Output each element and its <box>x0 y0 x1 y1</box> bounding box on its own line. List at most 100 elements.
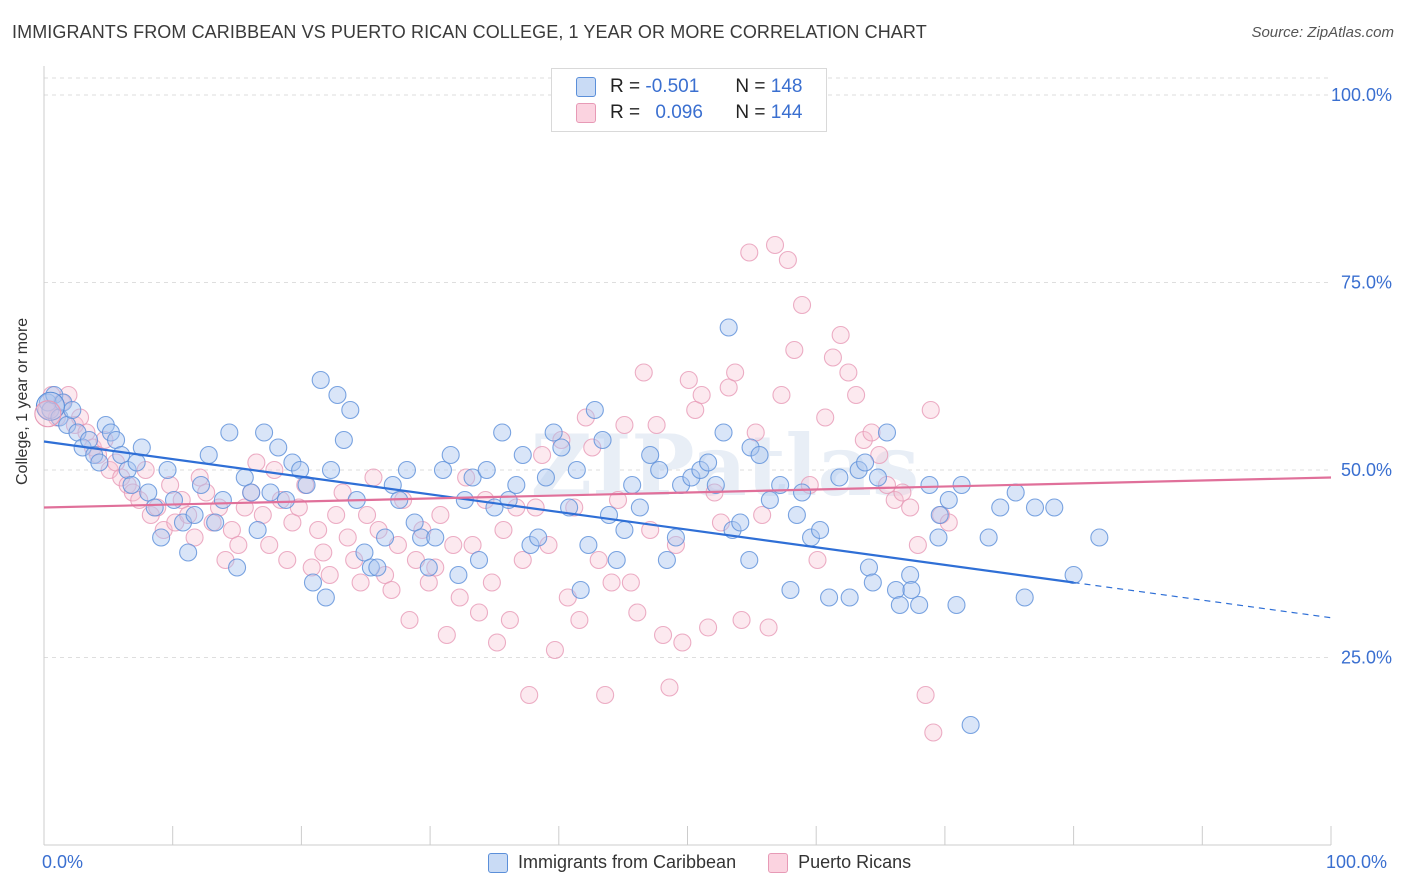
legend-r-label: R = <box>610 76 641 97</box>
caribbean-point <box>291 460 310 480</box>
caribbean-point <box>991 498 1010 517</box>
caribbean-point <box>529 528 548 547</box>
caribbean-point <box>792 483 812 502</box>
puerto-rican-point <box>463 535 482 555</box>
caribbean-point <box>890 595 909 615</box>
puerto-rican-point <box>351 573 370 592</box>
legend-n-label: N = <box>735 102 766 123</box>
puerto-rican-point <box>901 498 920 517</box>
x-tick-label-max: 100.0% <box>1326 852 1388 872</box>
puerto-rican-point <box>908 535 927 555</box>
caribbean-point <box>979 528 998 547</box>
puerto-rican-point <box>302 558 321 577</box>
caribbean-point <box>213 490 232 510</box>
caribbean-point <box>657 550 676 570</box>
legend-row-puerto-rican: R = 0.096 N = 144 <box>576 101 802 125</box>
puerto-rican-point <box>699 618 718 637</box>
puerto-rican-point <box>621 573 640 592</box>
watermark: ZIPatlas <box>531 416 919 515</box>
puerto-rican-point <box>939 513 958 532</box>
caribbean-point <box>127 453 146 472</box>
puerto-rican-point <box>271 490 290 510</box>
caribbean-point <box>321 460 341 480</box>
x-tick-label-min: 0.0% <box>42 852 84 872</box>
caribbean-trend-extension <box>1073 581 1332 619</box>
caribbean-point <box>585 400 604 420</box>
puerto-rican-point <box>765 235 785 255</box>
puerto-rican-point <box>778 250 797 270</box>
caribbean-point <box>1045 498 1064 517</box>
caribbean-point <box>859 558 879 577</box>
puerto-rican-point <box>309 520 328 540</box>
caribbean-point <box>521 535 540 555</box>
puerto-rican-point <box>862 423 881 442</box>
caribbean-point <box>419 558 438 577</box>
caribbean-point <box>112 445 131 465</box>
caribbean-point <box>849 460 868 480</box>
puerto-rican-point <box>265 460 284 480</box>
caribbean-point <box>152 528 171 547</box>
legend-swatch-puerto-rican <box>576 103 596 123</box>
caribbean-point <box>206 513 225 532</box>
caribbean-point <box>929 528 948 547</box>
caribbean-point <box>787 505 806 525</box>
caribbean-point <box>507 475 526 495</box>
caribbean-point <box>691 460 710 480</box>
y-tick-label: 25.0% <box>1341 648 1392 668</box>
caribbean-point <box>45 385 64 405</box>
puerto-rican-point <box>831 325 850 345</box>
puerto-rican-point <box>666 535 685 555</box>
puerto-rican-point <box>539 535 558 555</box>
puerto-rican-point <box>679 370 698 390</box>
puerto-rican-point <box>660 678 679 697</box>
caribbean-point <box>750 445 769 465</box>
caribbean-point <box>593 430 612 450</box>
caribbean-point <box>449 565 468 585</box>
chart-title: IMMIGRANTS FROM CARIBBEAN VS PUERTO RICA… <box>12 22 927 42</box>
caribbean-point <box>910 595 929 615</box>
caribbean-point <box>397 460 416 480</box>
caribbean-point <box>311 370 330 390</box>
puerto-rican-point <box>444 535 463 555</box>
puerto-rican-point <box>222 520 241 540</box>
legend-r-value: 0.096 <box>655 102 703 123</box>
legend-row-caribbean: R = -0.501 N = 148 <box>576 75 802 99</box>
caribbean-point <box>741 438 760 457</box>
puerto-rican-point <box>726 363 745 382</box>
caribbean-point <box>820 588 839 607</box>
caribbean-point <box>118 460 137 480</box>
puerto-rican-point <box>732 610 751 630</box>
puerto-rican-point <box>500 610 519 630</box>
y-axis-label: College, 1 year or more <box>14 317 31 485</box>
puerto-rican-point <box>469 603 489 622</box>
caribbean-point <box>615 520 634 540</box>
puerto-rican-point <box>482 573 501 592</box>
caribbean-point <box>731 513 750 532</box>
caribbean-point <box>199 445 218 465</box>
caribbean-point <box>830 468 849 487</box>
puerto-rican-point <box>653 625 673 645</box>
series-legend: Immigrants from Caribbean Puerto Ricans <box>488 852 911 873</box>
caribbean-point <box>607 550 626 570</box>
caribbean-point <box>877 423 897 442</box>
caribbean-point <box>145 498 164 517</box>
caribbean-point <box>567 460 586 480</box>
caribbean-point <box>426 528 445 547</box>
caribbean-point <box>463 468 482 487</box>
caribbean-point <box>139 483 158 502</box>
caribbean-point <box>477 460 496 480</box>
puerto-rican-point <box>589 550 608 570</box>
caribbean-point <box>38 393 57 412</box>
legend-r-label: R = <box>610 102 641 123</box>
caribbean-point <box>1025 498 1045 517</box>
caribbean-point <box>361 558 380 577</box>
puerto-rican-point <box>565 498 584 517</box>
puerto-rican-point <box>235 498 254 517</box>
caribbean-point <box>35 391 65 421</box>
y-tick-label: 75.0% <box>1341 273 1392 293</box>
puerto-rican-point <box>608 490 628 510</box>
puerto-rican-point <box>136 460 155 480</box>
caribbean-point <box>579 535 598 555</box>
puerto-rican-point <box>320 565 339 585</box>
